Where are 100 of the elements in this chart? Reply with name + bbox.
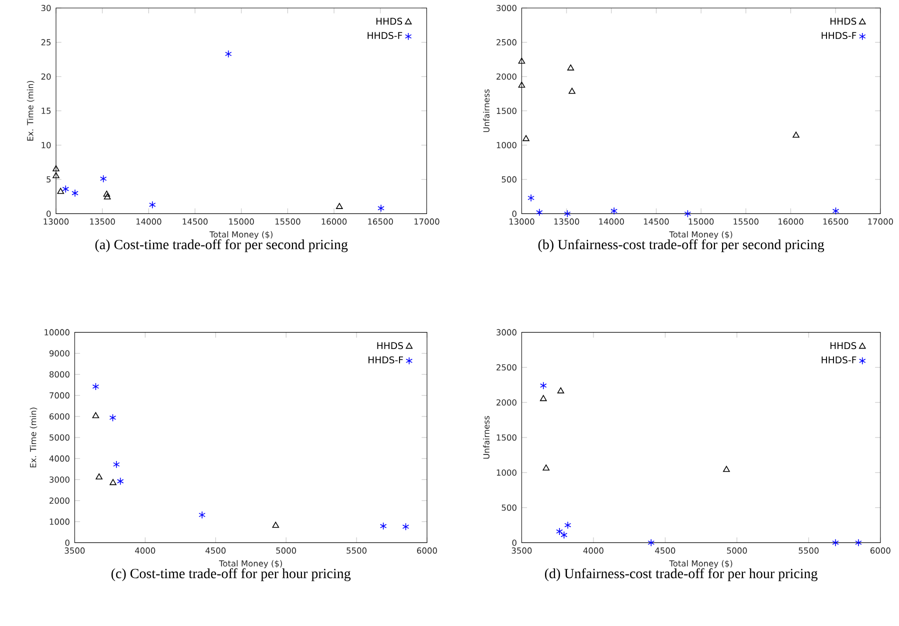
y-tick-label: 500 bbox=[502, 176, 516, 183]
y-tick-label: 3000 bbox=[496, 4, 516, 12]
y-tick-label: 20 bbox=[41, 73, 51, 80]
text: (a) Cost-time trade-off for per second pricing bbox=[95, 239, 348, 252]
legend-label: HHDS-F bbox=[822, 32, 856, 40]
legend-label: HHDS-F bbox=[368, 356, 403, 364]
point bbox=[110, 479, 116, 486]
point bbox=[832, 207, 840, 215]
y-tick-label: 500 bbox=[502, 504, 516, 511]
y-axis-title: Ex. Time (min) bbox=[30, 408, 38, 468]
point bbox=[855, 538, 862, 547]
x-tick-label: 14500 bbox=[182, 218, 208, 225]
y-tick-label: 9000 bbox=[49, 350, 70, 356]
point bbox=[113, 460, 120, 468]
x-tick-label: 16500 bbox=[823, 218, 848, 225]
point bbox=[272, 522, 280, 528]
point bbox=[378, 204, 384, 212]
x-axis-title: Total Money ($) bbox=[218, 560, 282, 568]
text: (c) Cost-time trade-off for per hour pricing bbox=[111, 568, 351, 582]
point bbox=[380, 522, 387, 530]
legend-label: HHDS-F bbox=[822, 356, 856, 364]
point bbox=[684, 210, 692, 218]
point bbox=[148, 200, 156, 209]
x-tick-label: 6000 bbox=[417, 547, 437, 554]
point bbox=[557, 387, 564, 394]
y-tick-label: 2000 bbox=[496, 399, 516, 406]
y-tick-label: 6000 bbox=[50, 413, 70, 420]
point bbox=[522, 135, 530, 142]
point bbox=[52, 165, 60, 172]
legend-label: HHDS bbox=[376, 18, 402, 25]
y-tick-label: 5000 bbox=[50, 434, 70, 441]
point bbox=[540, 395, 547, 402]
point bbox=[567, 64, 574, 70]
x-tick-label: 16000 bbox=[778, 218, 804, 225]
y-axis-title: Ex. Time (min) bbox=[26, 81, 34, 141]
x-tick-label: 17000 bbox=[868, 218, 893, 225]
x-tick-label: 16500 bbox=[368, 218, 393, 225]
point bbox=[62, 185, 70, 193]
y-tick-label: 1500 bbox=[496, 108, 516, 114]
x-tick-label: 4500 bbox=[655, 547, 676, 554]
point bbox=[100, 174, 107, 183]
x-tick-label: 5000 bbox=[276, 547, 296, 554]
point bbox=[518, 58, 526, 64]
y-axis-title: Unfairness bbox=[483, 416, 490, 459]
y-tick-label: 25 bbox=[41, 39, 51, 46]
point bbox=[92, 382, 100, 390]
x-axis-title: Total Money ($) bbox=[669, 560, 732, 568]
y-tick-label: 2000 bbox=[50, 498, 70, 504]
point bbox=[518, 82, 526, 88]
x-tick-label: 17000 bbox=[414, 218, 440, 225]
point bbox=[542, 464, 550, 470]
x-tick-label: 14500 bbox=[644, 218, 669, 225]
legend-label: HHDS bbox=[830, 18, 856, 25]
point bbox=[540, 382, 547, 390]
y-tick-label: 0 bbox=[512, 540, 516, 546]
x-tick-label: 16000 bbox=[322, 218, 347, 225]
x-tick-label: 4500 bbox=[206, 547, 226, 554]
x-tick-label: 15000 bbox=[229, 218, 254, 225]
y-tick-label: 5 bbox=[46, 176, 51, 182]
point bbox=[52, 172, 60, 178]
y-tick-label: 2500 bbox=[496, 39, 516, 46]
x-tick-label: 3500 bbox=[64, 547, 85, 554]
point bbox=[198, 511, 206, 519]
point bbox=[109, 414, 116, 422]
y-tick-label: 0 bbox=[512, 210, 516, 217]
point bbox=[116, 477, 124, 486]
y-tick-label: 30 bbox=[41, 4, 51, 12]
text: (d) Unfairness-cost trade-off for per hour pricing bbox=[544, 568, 818, 582]
point bbox=[57, 188, 64, 194]
y-tick-label: 7000 bbox=[50, 392, 70, 399]
x-tick-label: 4000 bbox=[135, 547, 156, 554]
y-tick-label: 10000 bbox=[44, 329, 70, 336]
x-tick-label: 14000 bbox=[136, 218, 162, 225]
y-tick-label: 15 bbox=[42, 108, 51, 114]
x-tick-label: 15500 bbox=[734, 218, 758, 225]
point bbox=[528, 194, 534, 202]
y-tick-label: 8000 bbox=[50, 371, 70, 378]
y-axis-title: Unfairness bbox=[483, 89, 490, 132]
point bbox=[336, 202, 343, 209]
point bbox=[224, 50, 232, 58]
x-tick-label: 15000 bbox=[688, 218, 714, 225]
y-tick-label: 0 bbox=[65, 540, 70, 546]
y-tick-label: 2000 bbox=[496, 73, 516, 80]
y-tick-label: 10 bbox=[42, 142, 51, 148]
legend-label: HHDS bbox=[830, 342, 856, 350]
point bbox=[72, 189, 78, 197]
point bbox=[536, 208, 543, 216]
y-tick-label: 2500 bbox=[496, 364, 516, 371]
y-tick-label: 4000 bbox=[49, 455, 70, 462]
point bbox=[568, 88, 576, 94]
x-tick-label: 5500 bbox=[798, 547, 819, 554]
point bbox=[832, 538, 839, 547]
point bbox=[92, 412, 100, 418]
x-tick-label: 13500 bbox=[90, 218, 115, 225]
x-tick-label: 3500 bbox=[512, 547, 532, 554]
point bbox=[402, 522, 410, 531]
x-tick-label: 6000 bbox=[870, 547, 890, 554]
x-tick-label: 4000 bbox=[583, 547, 604, 554]
point bbox=[103, 190, 110, 197]
y-tick-label: 1000 bbox=[496, 469, 516, 476]
